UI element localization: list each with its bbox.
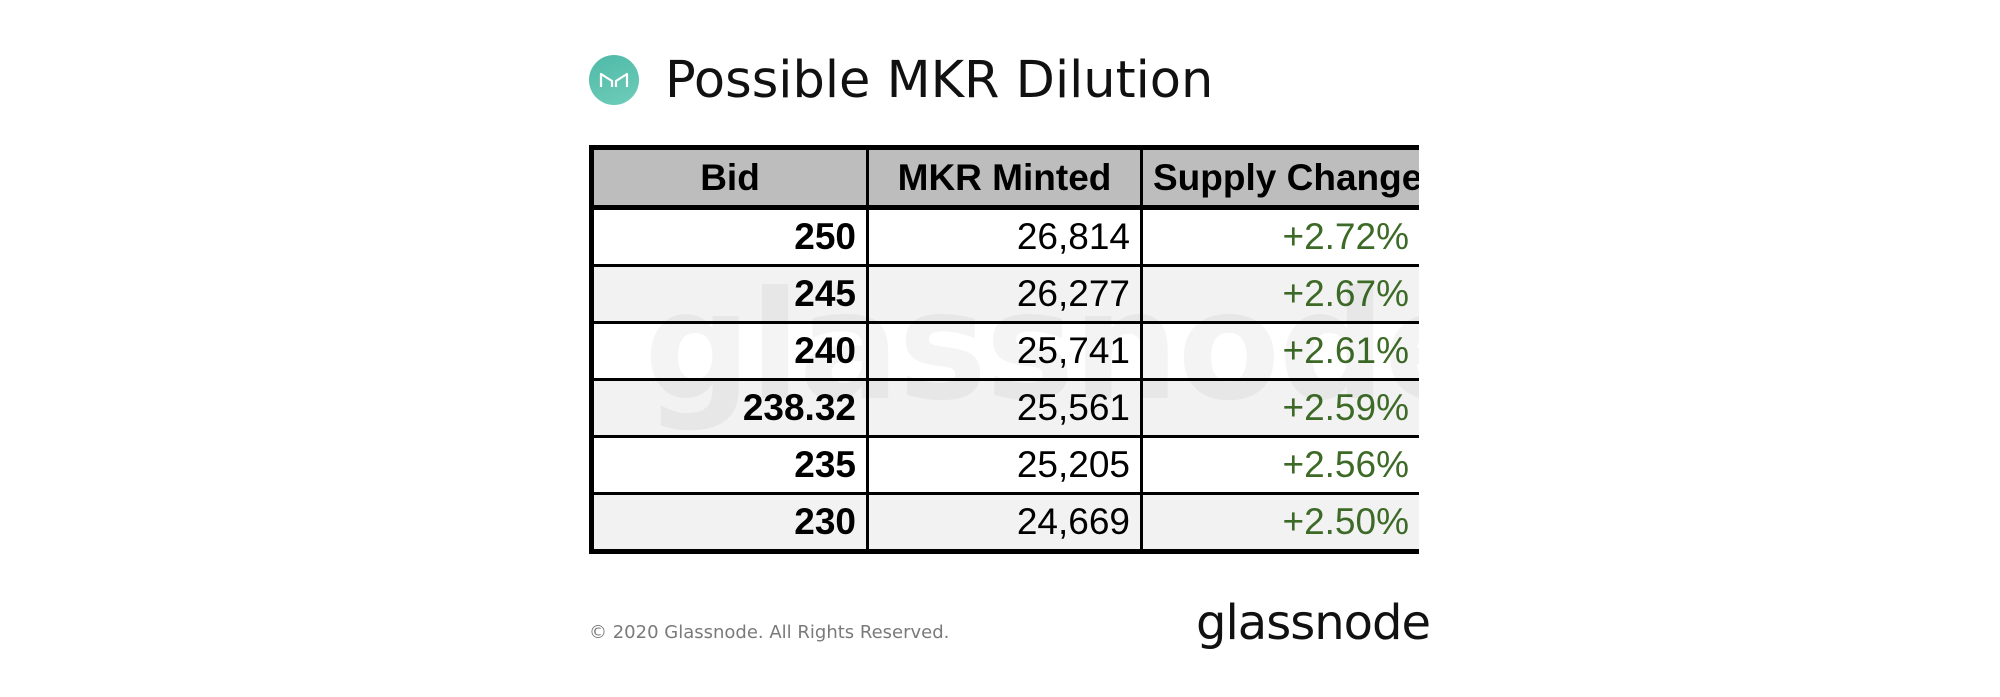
supply-change-cell: +2.67% bbox=[1140, 264, 1419, 324]
supply-change-cell: +2.59% bbox=[1140, 377, 1419, 438]
brand-logo: glassnode bbox=[1196, 595, 1431, 651]
mkr-minted-cell: 24,669 bbox=[866, 491, 1143, 554]
mkr-minted-cell: 25,205 bbox=[866, 434, 1143, 495]
mkr-minted-cell: 25,741 bbox=[866, 321, 1143, 381]
table-row: 230 24,669 +2.50% bbox=[590, 491, 1419, 554]
dilution-table-container: glassnode Bid MKR Minted Supply Change 2… bbox=[589, 145, 1419, 554]
mkr-minted-cell: 25,561 bbox=[866, 377, 1143, 438]
bid-cell: 230 bbox=[590, 491, 869, 554]
column-header-mkr-minted: MKR Minted bbox=[866, 146, 1143, 210]
table-row: 240 25,741 +2.61% bbox=[590, 321, 1419, 381]
copyright-notice: © 2020 Glassnode. All Rights Reserved. bbox=[589, 622, 950, 643]
table-header-row: Bid MKR Minted Supply Change bbox=[590, 146, 1419, 210]
page-title: Possible MKR Dilution bbox=[665, 50, 1214, 110]
bid-cell: 250 bbox=[590, 205, 869, 268]
dilution-table: Bid MKR Minted Supply Change 250 26,814 … bbox=[589, 145, 1419, 554]
table-row: 238.32 25,561 +2.59% bbox=[590, 377, 1419, 438]
maker-logo-icon bbox=[589, 55, 639, 105]
bid-cell: 238.32 bbox=[590, 377, 869, 438]
column-header-bid: Bid bbox=[590, 146, 869, 210]
column-header-supply-change: Supply Change bbox=[1140, 146, 1419, 210]
supply-change-cell: +2.61% bbox=[1140, 321, 1419, 381]
table-row: 245 26,277 +2.67% bbox=[590, 264, 1419, 324]
supply-change-cell: +2.50% bbox=[1140, 491, 1419, 554]
mkr-minted-cell: 26,277 bbox=[866, 264, 1143, 324]
table-row: 235 25,205 +2.56% bbox=[590, 434, 1419, 495]
supply-change-cell: +2.72% bbox=[1140, 205, 1419, 268]
bid-cell: 245 bbox=[590, 264, 869, 324]
bid-cell: 240 bbox=[590, 321, 869, 381]
bid-cell: 235 bbox=[590, 434, 869, 495]
supply-change-cell: +2.56% bbox=[1140, 434, 1419, 495]
mkr-minted-cell: 26,814 bbox=[866, 205, 1143, 268]
title-row: Possible MKR Dilution bbox=[589, 46, 1213, 114]
table-row: 250 26,814 +2.72% bbox=[590, 205, 1419, 268]
